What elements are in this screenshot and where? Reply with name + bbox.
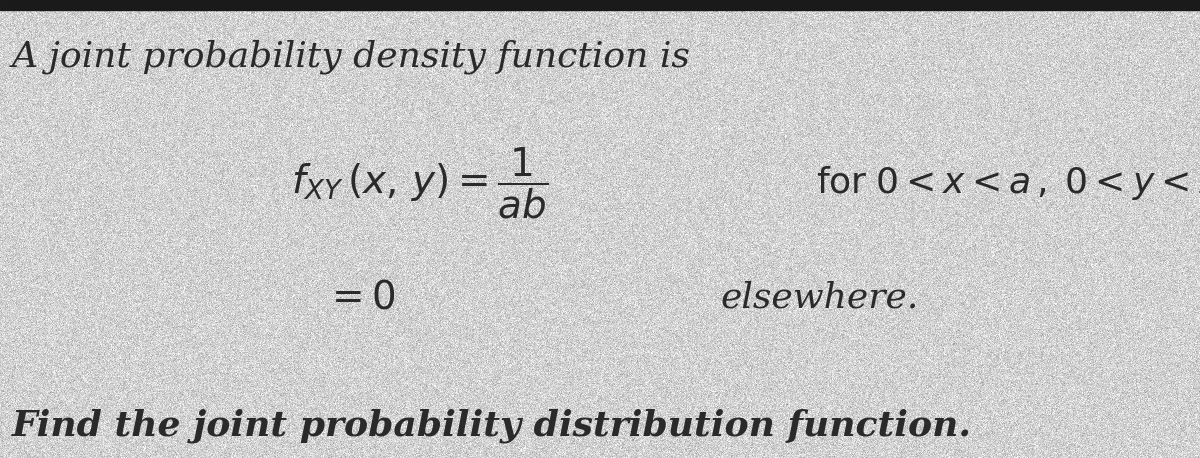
Text: elsewhere.: elsewhere.	[720, 281, 918, 315]
Text: $\mathrm{for}\;0 < x < a\,,\;0 < y < b$: $\mathrm{for}\;0 < x < a\,,\;0 < y < b$	[816, 164, 1200, 202]
Text: $= 0$: $= 0$	[324, 279, 396, 316]
Text: Find the joint probability distribution function.: Find the joint probability distribution …	[12, 409, 972, 443]
Text: A joint probability density function is: A joint probability density function is	[12, 40, 691, 75]
Text: $f_{XY}\,(x,\, y) = \dfrac{1}{ab}$: $f_{XY}\,(x,\, y) = \dfrac{1}{ab}$	[292, 146, 548, 221]
Bar	[0, 0, 1200, 10]
